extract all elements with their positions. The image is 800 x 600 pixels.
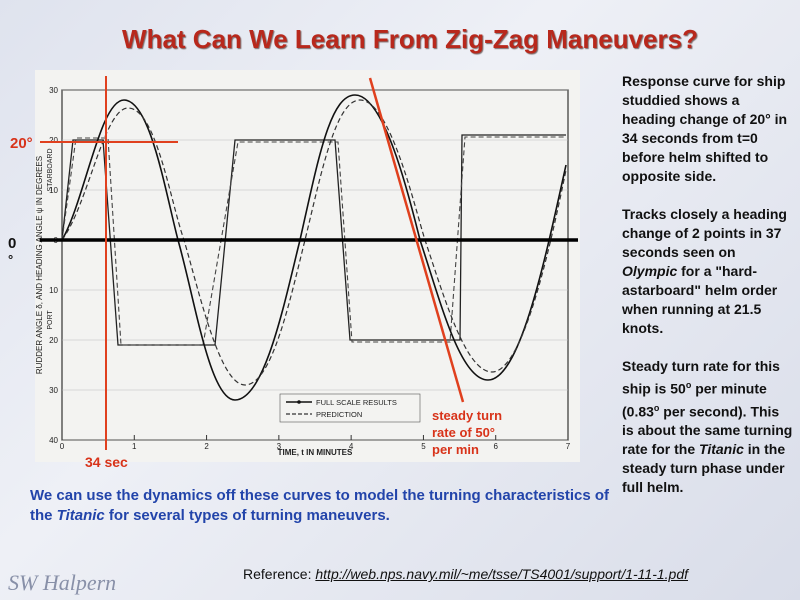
rudder-prediction (61, 136, 566, 346)
ship-name: Titanic (56, 507, 105, 524)
text: We can use the dynamics off these curves… (30, 487, 610, 524)
x-tick-label: 2 (204, 442, 209, 451)
legend-box (279, 393, 421, 423)
x-tick-label: 5 (421, 442, 426, 451)
y-axis-label: RUDDER ANGLE δ, AND HEADING ANGLE ψ IN D… (35, 156, 44, 374)
y-tick-label: 30 (49, 386, 58, 395)
text: per minute (0.83 (622, 380, 767, 420)
reference: Reference: http://web.nps.navy.mil/~me/t… (243, 566, 688, 582)
y-tick-label: 30 (49, 86, 58, 95)
y-tick-label: 40 (49, 436, 58, 445)
text: per second). This is about the same turn… (622, 403, 793, 458)
x-tick-label: 0 (60, 442, 65, 451)
x-axis-label: TIME, t IN MINUTES (278, 448, 353, 457)
ship-name: Olympic (622, 263, 678, 279)
steady-label: rate of 50° (432, 425, 495, 440)
y-tick-label: 10 (49, 286, 58, 295)
degree: o (685, 380, 692, 390)
degree-label: ° (8, 252, 13, 267)
legend-full-dot (297, 400, 301, 404)
y-axis-lower: PORT (47, 310, 54, 330)
zero-label: 0 (8, 235, 16, 252)
steady-label: steady turn (432, 408, 502, 423)
paragraph: Tracks closely a heading change of 2 poi… (622, 205, 794, 338)
x-tick-label: 7 (566, 442, 571, 451)
legend-label: FULL SCALE RESULTS (316, 398, 397, 407)
y-tick-label: 20 (49, 136, 58, 145)
x-tick-label: 1 (132, 442, 137, 451)
degree: o (653, 402, 660, 413)
heading-full (61, 94, 567, 401)
figure: 30201001020304001234567 RUDDER ANGLE δ, … (8, 70, 580, 470)
y-axis-upper: STARBOARD (47, 148, 54, 191)
y-tick-label: 10 (49, 186, 58, 195)
text: Tracks closely a heading change of 2 poi… (622, 206, 787, 260)
steady-label: per min (432, 442, 479, 457)
text: for several types of turning maneuvers. (104, 507, 390, 524)
text: Reference: (243, 566, 316, 582)
legend-label: PREDICTION (316, 410, 362, 419)
ship-name: Titanic (699, 441, 744, 458)
text: Steady turn rate for this ship is 50 (622, 358, 780, 397)
seconds-label: 34 sec (85, 454, 128, 470)
paragraph: Steady turn rate for this ship is 50o pe… (622, 357, 794, 497)
heading-prediction (61, 99, 567, 386)
paragraph: Response curve for ship studdied shows a… (622, 73, 788, 184)
twenty-label: 20° (10, 135, 33, 152)
summary: We can use the dynamics off these curves… (30, 486, 620, 526)
reference-link[interactable]: http://web.nps.navy.mil/~me/tsse/TS4001/… (315, 566, 688, 582)
sidebar: Response curve for ship studdied shows a… (622, 72, 794, 516)
signature: SW Halpern (8, 570, 117, 595)
text: in the steady turn phase under full helm… (622, 441, 786, 496)
y-tick-label: 20 (49, 336, 58, 345)
text: for a "hard-astarboard" helm order when … (622, 263, 778, 336)
title: What Can We Learn From Zig-Zag Maneuvers… (122, 24, 698, 54)
x-tick-label: 6 (493, 442, 498, 451)
tangent-line (368, 77, 465, 403)
x-tick-label: 4 (349, 442, 354, 451)
rudder-full (61, 134, 566, 346)
x-tick-label: 3 (277, 442, 282, 451)
